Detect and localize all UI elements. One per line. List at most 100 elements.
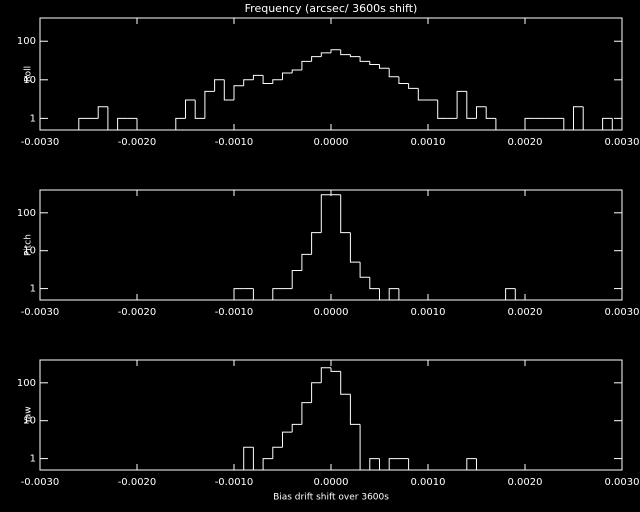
histogram-bin	[272, 79, 283, 84]
histogram-bin	[485, 106, 496, 119]
histogram-bin	[117, 117, 128, 130]
histogram-bin	[398, 76, 409, 85]
histogram-bin	[330, 367, 341, 372]
histogram-bin	[301, 402, 312, 425]
histogram-bin	[476, 106, 487, 119]
histogram-bin	[369, 61, 380, 65]
histogram-bin	[349, 54, 361, 58]
histogram-bin	[359, 56, 370, 62]
histogram-bin	[369, 458, 380, 470]
y-tick-label: 100	[17, 378, 36, 389]
histogram-bin	[194, 99, 205, 119]
x-tick-label: 0.0020	[508, 307, 543, 318]
x-tick-label: 0.0020	[508, 477, 543, 488]
histogram-bin	[340, 371, 351, 395]
histogram-bin	[185, 99, 196, 119]
histogram-bin	[243, 79, 254, 86]
histogram-bin	[214, 79, 225, 92]
histogram-bin	[359, 262, 370, 278]
x-tick-label: 0.0010	[411, 307, 446, 318]
histogram-bin	[272, 288, 283, 300]
histogram-bin	[301, 253, 312, 271]
histogram-bin	[272, 446, 283, 459]
y-tick-label: 100	[17, 208, 36, 219]
histogram-bin	[282, 431, 293, 448]
y-tick-label: 1	[30, 113, 36, 124]
histogram-bin	[320, 52, 331, 57]
histogram-bin	[524, 117, 535, 130]
y-axis-label: Pitch	[24, 234, 34, 256]
histogram-bin	[582, 106, 593, 131]
y-tick-label: 10	[23, 246, 36, 257]
histogram-bin	[456, 90, 467, 119]
histogram-bin	[437, 99, 448, 119]
histogram-bin	[505, 288, 516, 300]
x-tick-label: -0.0010	[215, 307, 254, 318]
plot-frame	[39, 17, 623, 131]
x-axis-label: Bias drift shift over 3600s	[273, 493, 389, 503]
x-tick-label: -0.0030	[21, 137, 60, 148]
y-tick-label: 1	[30, 284, 36, 295]
histogram-bin	[388, 288, 399, 300]
x-tick-label: -0.0020	[118, 137, 157, 148]
histogram-bin	[611, 118, 622, 131]
histogram-bin	[301, 60, 312, 70]
x-tick-label: -0.0020	[118, 477, 157, 488]
x-tick-label: -0.0010	[215, 477, 254, 488]
histogram-bin	[563, 118, 574, 131]
x-tick-label: 0.0000	[314, 477, 349, 488]
x-tick-label: -0.0020	[118, 307, 157, 318]
histogram-bin	[379, 288, 390, 301]
histogram-bin	[602, 117, 613, 130]
plot-frame	[39, 359, 623, 471]
histogram-bin	[107, 106, 118, 131]
histogram-bin	[330, 49, 341, 53]
histogram-bin	[243, 446, 254, 470]
histogram-bin	[369, 277, 380, 290]
histogram-bin	[291, 69, 302, 74]
histogram-bin	[252, 447, 264, 471]
x-tick-label: 0.0000	[314, 137, 349, 148]
histogram-bin	[311, 56, 322, 62]
histogram-bin	[379, 458, 390, 471]
y-axis-label: Yaw	[24, 406, 34, 424]
histogram-bin	[262, 75, 273, 85]
histogram-bin	[349, 232, 361, 263]
histogram-bin	[573, 106, 584, 130]
histogram-bin	[408, 83, 419, 89]
x-tick-label: 0.0010	[411, 477, 446, 488]
histogram-bin	[466, 458, 477, 470]
histogram-bin	[291, 423, 302, 433]
x-tick-label: 0.0020	[508, 137, 543, 148]
x-tick-label: 0.0000	[314, 307, 349, 318]
histogram-bin	[514, 288, 525, 301]
histogram-bin	[388, 68, 399, 78]
histogram-bin	[204, 90, 215, 119]
histogram-bin	[262, 458, 273, 470]
histogram-bin	[233, 288, 244, 300]
histogram-bin	[252, 74, 264, 80]
histogram-bin	[252, 288, 264, 301]
histogram-bin	[417, 88, 428, 101]
x-tick-label: 0.0030	[605, 307, 640, 318]
histogram-bin	[97, 106, 108, 119]
histogram-bin	[311, 232, 322, 255]
x-tick-label: 0.0030	[605, 137, 640, 148]
histogram-bin	[233, 85, 244, 100]
histogram-bin	[349, 394, 361, 425]
histogram-bin	[379, 64, 390, 69]
x-tick-label: 0.0030	[605, 477, 640, 488]
histogram-bin	[408, 458, 419, 471]
y-tick-label: 10	[23, 75, 36, 86]
histogram-bin	[78, 117, 89, 130]
x-tick-label: -0.0010	[215, 137, 254, 148]
histogram-bin	[320, 194, 331, 233]
histogram-bin	[311, 382, 322, 403]
histogram-bin	[495, 118, 506, 131]
y-tick-label: 100	[17, 36, 36, 47]
histogram-bin	[320, 367, 331, 383]
chart-title: Frequency (arcsec/ 3600s shift)	[245, 2, 418, 15]
histogram-bin	[398, 288, 409, 301]
